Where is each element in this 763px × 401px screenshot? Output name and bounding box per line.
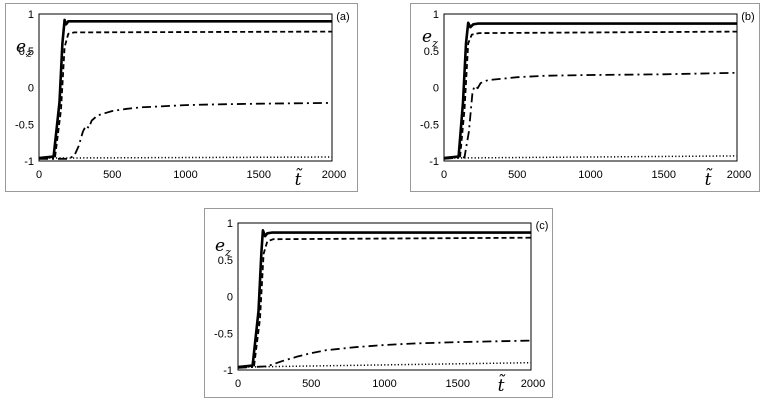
plot-frame — [38, 13, 333, 162]
y-tick-label: -0.5 — [15, 119, 34, 131]
plot-frame — [443, 13, 738, 162]
x-tick-label: 1000 — [372, 378, 396, 390]
x-tick-label: 2000 — [521, 378, 545, 390]
series-dashed-line — [443, 30, 738, 159]
x-tick-label: 500 — [302, 378, 320, 390]
chart-panel-b: 1 0.5 0 -0.5 -1 0 500 1000 1500 2000 (b) ez t̃ — [410, 3, 760, 192]
x-tick-label: 500 — [103, 169, 121, 181]
y-tick-label: 0.5 — [218, 255, 233, 267]
x-tick-label: 0 — [36, 169, 42, 181]
series-dashdot-line — [237, 339, 532, 369]
y-tick-label: -1 — [24, 156, 34, 168]
y-tick-label: 1 — [28, 9, 34, 21]
series-solid-line — [38, 18, 332, 160]
x-tick-label: 2000 — [727, 169, 751, 181]
x-axis-label: t̃ — [498, 374, 506, 396]
x-tick-label: 1500 — [652, 169, 676, 181]
panel-label: (b) — [741, 11, 754, 23]
y-tick-label: -1 — [429, 156, 439, 168]
x-tick-label: 500 — [508, 169, 526, 181]
series-dashed-line — [38, 30, 333, 159]
chart-c-svg: 10.50-0.5-10 500 1000 1500 2000(c)ezt̃ — [214, 218, 549, 396]
y-tick-label: -1 — [223, 365, 233, 377]
x-tick-label: 0 — [441, 169, 447, 181]
x-tick-label: 1500 — [247, 169, 271, 181]
y-tick-label: 0 — [433, 83, 439, 95]
y-axis-label: ez — [215, 236, 231, 259]
series-dashdot-line — [443, 71, 738, 160]
plot-frame — [237, 222, 532, 371]
y-tick-label: 1 — [227, 218, 233, 230]
chart-b-svg: 10.50-0.5-10 500 1000 1500 2000(b)ezt̃ — [420, 9, 755, 190]
y-axis-label: ez — [422, 27, 438, 50]
x-tick-label: 1000 — [578, 169, 602, 181]
y-tick-label: -0.5 — [420, 119, 439, 131]
series-dotted-line — [237, 361, 532, 368]
x-axis-label: t̃ — [295, 168, 303, 190]
series-solid-line — [237, 228, 531, 369]
chart-a-svg: 10.50-0.5-10 500 1000 1500 2000(a)ezt̃ — [15, 9, 350, 190]
chart-panel-a: 1 0.5 0 -0.5 -1 0 500 1000 1500 2000 (a) ez t̃ — [5, 3, 358, 192]
y-tick-label: 0 — [28, 83, 34, 95]
y-tick-label: 0.5 — [424, 46, 439, 58]
series-dotted-line — [38, 156, 333, 159]
y-tick-label: 0.5 — [19, 46, 34, 58]
x-tick-label: 2000 — [322, 169, 346, 181]
x-axis-label: t̃ — [705, 168, 713, 190]
x-tick-label: 0 — [235, 378, 241, 390]
chart-panel-c: 1 0.5 0 -0.5 -1 0 500 1000 1500 2000 (c) ez t̃ — [204, 208, 553, 398]
y-tick-label: 1 — [433, 9, 439, 21]
series-dotted-line — [443, 155, 738, 159]
panel-label: (c) — [536, 220, 549, 232]
panel-label: (a) — [336, 11, 349, 23]
y-tick-label: -0.5 — [214, 328, 233, 340]
y-tick-label: 0 — [227, 292, 233, 304]
x-tick-label: 1500 — [446, 378, 470, 390]
y-axis-label: ez — [16, 37, 32, 60]
series-solid-line — [443, 21, 737, 160]
series-dashed-line — [237, 236, 532, 368]
x-tick-label: 1000 — [173, 169, 197, 181]
series-dashdot-line — [39, 102, 333, 160]
